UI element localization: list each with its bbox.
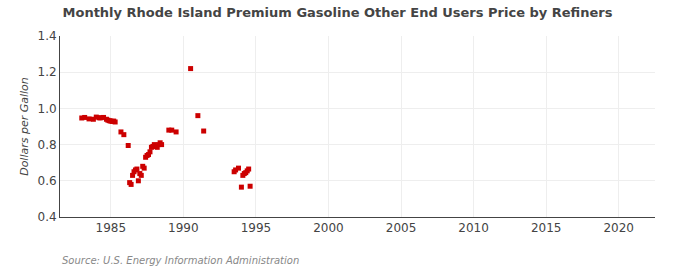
svg-text:Monthly Rhode Island Premium G: Monthly Rhode Island Premium Gasoline Ot… bbox=[63, 5, 613, 20]
svg-text:Dollars per Gallon: Dollars per Gallon bbox=[18, 77, 31, 176]
svg-text:0.6: 0.6 bbox=[38, 174, 57, 188]
svg-text:2000: 2000 bbox=[313, 221, 344, 235]
svg-text:1995: 1995 bbox=[241, 221, 272, 235]
svg-text:1.2: 1.2 bbox=[38, 65, 57, 79]
svg-text:1.4: 1.4 bbox=[38, 29, 57, 43]
svg-text:2005: 2005 bbox=[386, 221, 417, 235]
svg-text:2010: 2010 bbox=[458, 221, 489, 235]
svg-text:0.4: 0.4 bbox=[38, 210, 57, 224]
svg-text:1990: 1990 bbox=[168, 221, 199, 235]
svg-text:2020: 2020 bbox=[603, 221, 634, 235]
svg-text:0.8: 0.8 bbox=[38, 138, 57, 152]
svg-text:Source: U.S. Energy Informatio: Source: U.S. Energy Information Administ… bbox=[62, 255, 299, 266]
svg-text:2015: 2015 bbox=[531, 221, 562, 235]
svg-text:1985: 1985 bbox=[96, 221, 127, 235]
svg-text:1.0: 1.0 bbox=[38, 102, 57, 116]
